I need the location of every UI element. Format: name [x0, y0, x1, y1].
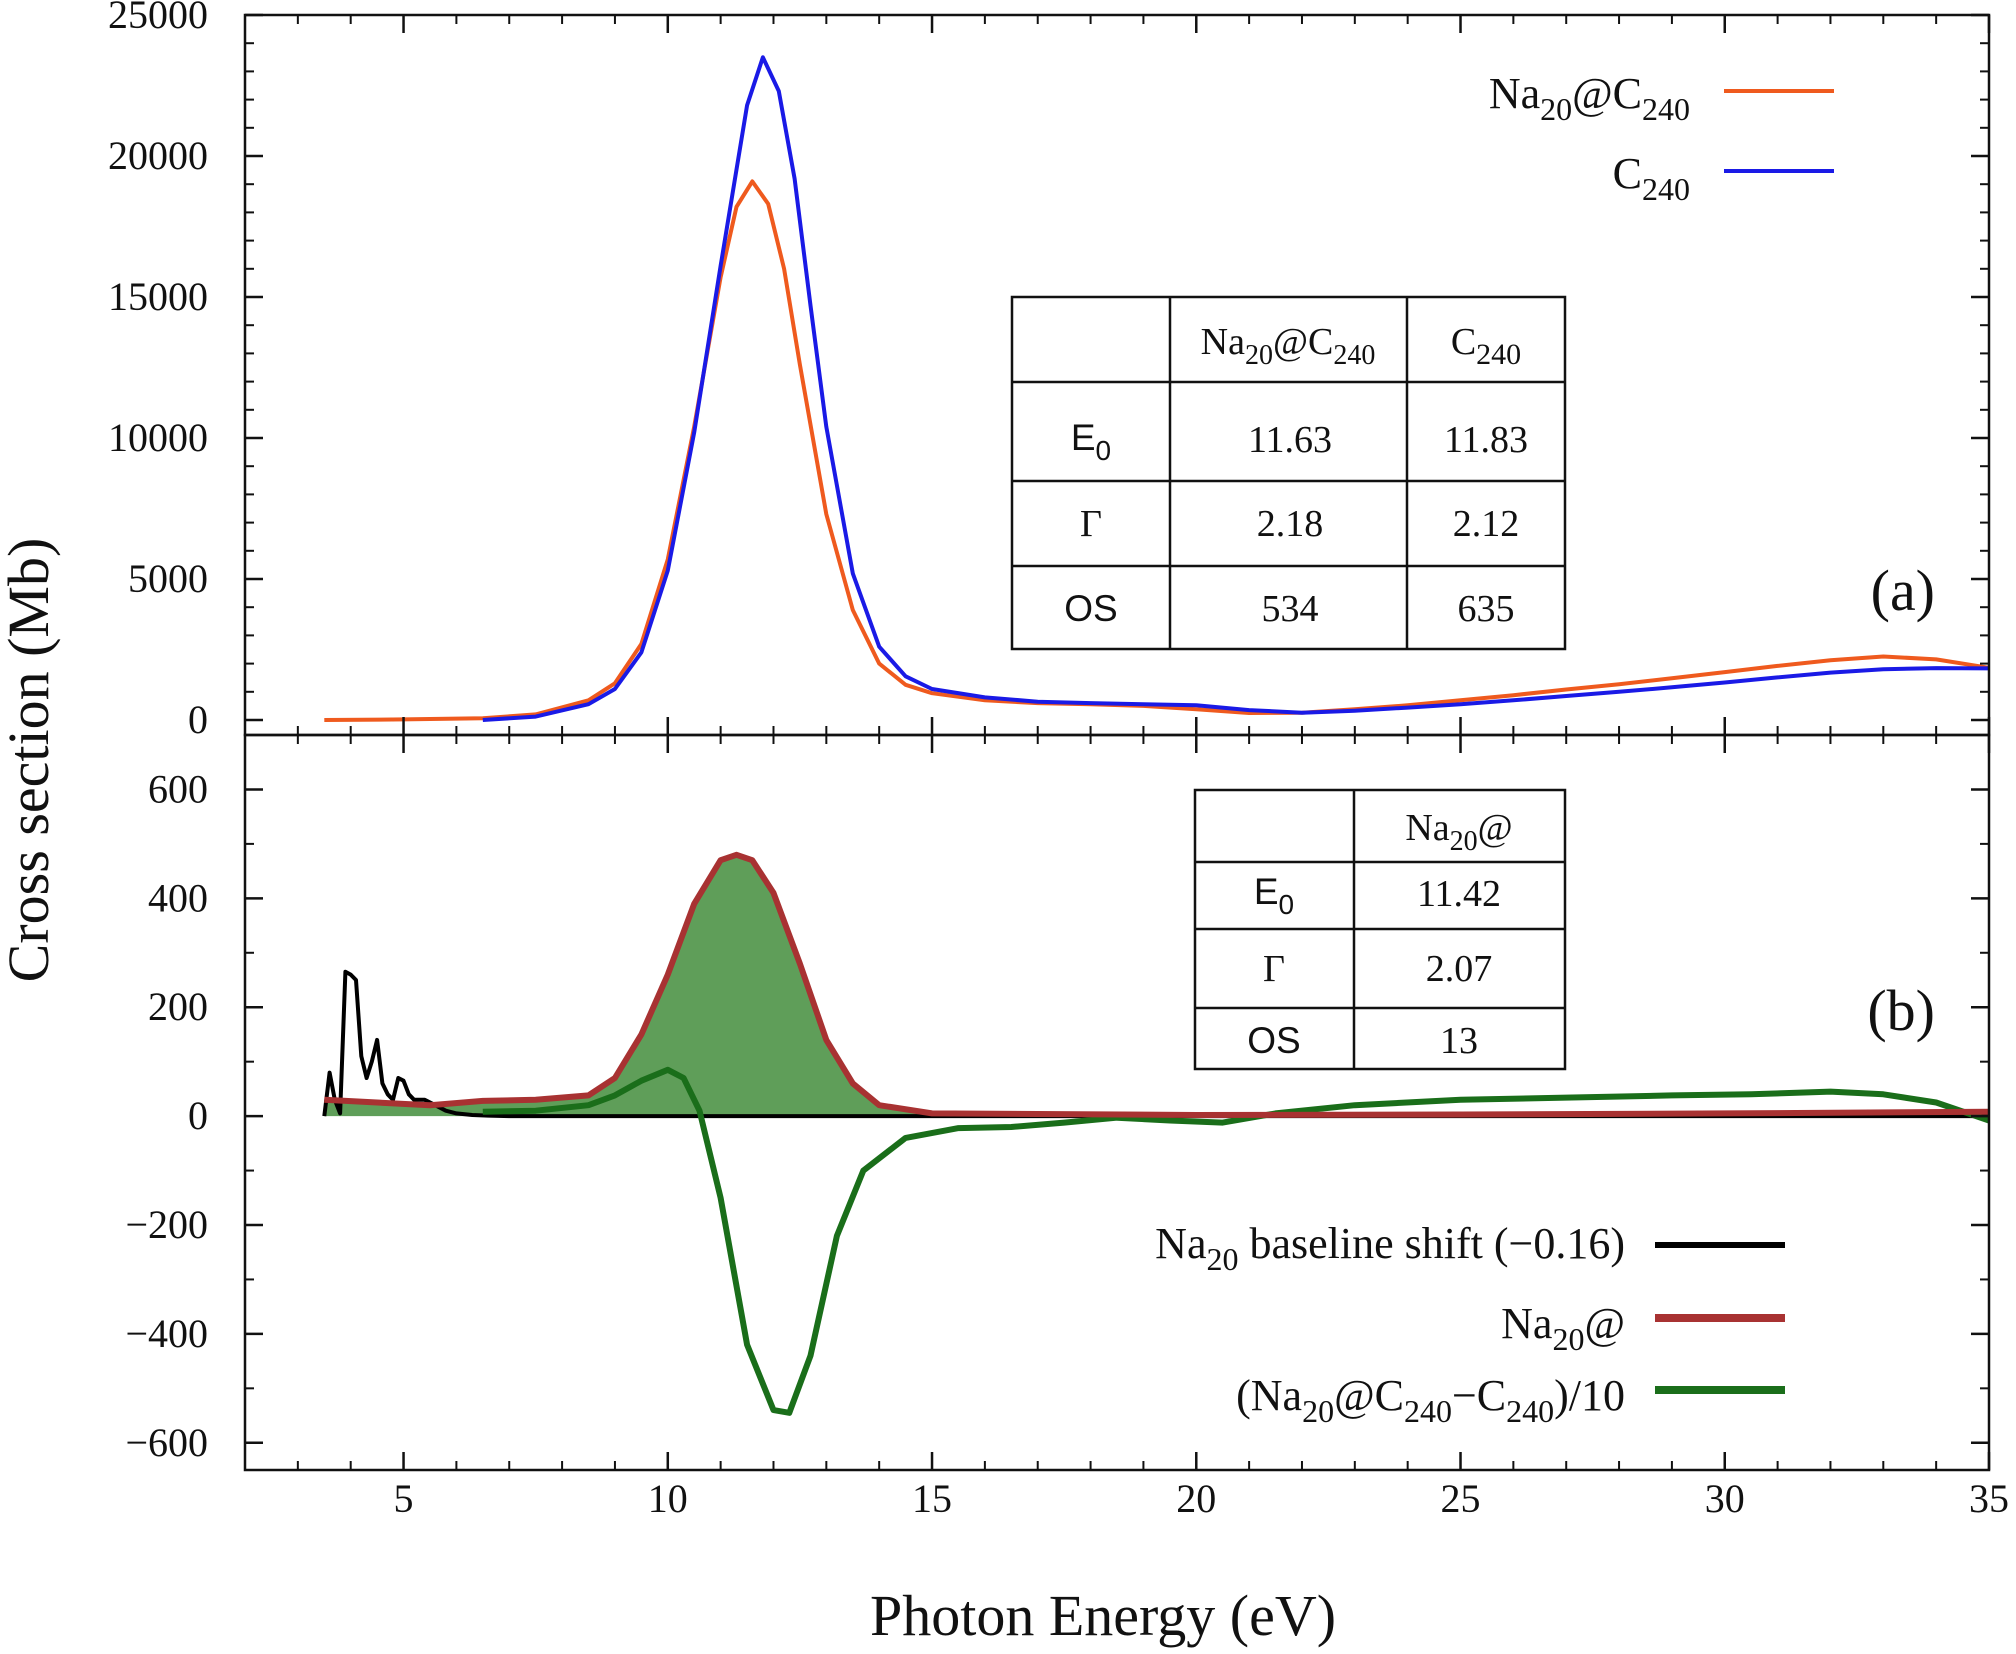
table-a-row-gamma-label: Γ — [1080, 503, 1102, 545]
legend-label-c240: C240 — [1613, 149, 1690, 207]
y-tick-label-b: −200 — [125, 1202, 208, 1247]
x-tick-label: 35 — [1969, 1476, 2009, 1521]
x-tick-label: 25 — [1441, 1476, 1481, 1521]
legend-label-na20c240: Na20@C240 — [1489, 69, 1690, 127]
legend-label-baseline-shift: Na20 baseline shift (−0.16) — [1155, 1219, 1625, 1277]
legend-entry-baseline-shift: Na20 baseline shift (−0.16) — [1155, 1219, 1785, 1277]
y-tick-label-a: 5000 — [128, 556, 208, 601]
y-tick-label-a: 15000 — [108, 274, 208, 319]
table-a-gamma-na20c240: 2.18 — [1257, 503, 1324, 545]
panel-b-frame — [243, 733, 1991, 1472]
x-tick-label: 20 — [1176, 1476, 1216, 1521]
y-tick-label-a: 20000 — [108, 133, 208, 178]
legend-entry-na20c240: Na20@C240 — [1489, 69, 1834, 127]
y-tick-label-b: 0 — [188, 1093, 208, 1138]
panel-b-legend: Na20 baseline shift (−0.16) Na20@ (Na20@… — [1155, 1219, 1785, 1429]
table-a-gamma-c240: 2.12 — [1453, 503, 1520, 545]
table-a-e0-na20c240: 11.63 — [1248, 419, 1332, 461]
table-b-os-na20: 13 — [1440, 1020, 1478, 1062]
y-axis-title: Cross section (Mb) — [0, 538, 61, 983]
y-tick-label-b: −400 — [125, 1311, 208, 1356]
y-tick-label-b: 600 — [148, 766, 208, 811]
legend-entry-difference: (Na20@C240−C240)/10 — [1236, 1371, 1785, 1429]
series-line-baseline-shift — [322, 969, 1989, 1119]
x-tick-label: 15 — [912, 1476, 952, 1521]
x-tick-label: 30 — [1705, 1476, 1745, 1521]
y-tick-label-a: 0 — [188, 697, 208, 742]
y-tick-label-a: 10000 — [108, 415, 208, 460]
table-b-e0-na20: 11.42 — [1417, 873, 1501, 915]
y-tick-label-b: 200 — [148, 984, 208, 1029]
table-b-gamma-na20: 2.07 — [1426, 948, 1493, 990]
series-line-difference — [482, 1066, 1990, 1416]
legend-label-na20: Na20@ — [1501, 1299, 1625, 1357]
series-line-na20c240 — [324, 179, 1990, 722]
series-line-c240 — [482, 55, 1990, 722]
table-a-header-c240: C240 — [1451, 321, 1521, 371]
panel-a-table: Na20@C240 C240 E0 11.63 11.83 Γ 2.18 2.1… — [1010, 295, 1567, 651]
na20-area-fill — [324, 854, 1989, 1117]
table-b-row-os-label: OS — [1247, 1020, 1300, 1061]
y-tick-label-a: 25000 — [108, 0, 208, 37]
table-a-e0-c240: 11.83 — [1444, 419, 1528, 461]
panel-a-legend: Na20@C240 C240 — [1489, 69, 1834, 207]
y-tick-label-b: −600 — [125, 1420, 208, 1465]
series-line-na20 — [324, 851, 1990, 1118]
panel-b-table: Na20@ E0 11.42 Γ 2.07 OS 13 — [1193, 788, 1567, 1071]
panel-b-plot: −600 −400 −200 0 200 400 600 5 10 15 20 25 30 35 (b) — [125, 15, 2009, 1521]
legend-entry-c240: C240 — [1613, 149, 1834, 207]
table-b-header-na20: Na20@ — [1405, 807, 1512, 857]
table-a-os-na20c240: 534 — [1262, 588, 1319, 630]
table-a-row-os-label: OS — [1064, 588, 1117, 629]
x-tick-label: 5 — [394, 1476, 414, 1521]
x-tick-label: 10 — [648, 1476, 688, 1521]
table-a-os-c240: 635 — [1458, 588, 1515, 630]
y-tick-label-b: 400 — [148, 875, 208, 920]
table-a-header-na20c240: Na20@C240 — [1201, 321, 1376, 371]
panel-a-plot: 0 5000 10000 15000 20000 25000 (a) — [108, 0, 1991, 742]
panel-b-label: (b) — [1867, 978, 1935, 1043]
legend-label-difference: (Na20@C240−C240)/10 — [1236, 1371, 1625, 1429]
table-b-row-gamma-label: Γ — [1263, 948, 1285, 990]
panel-a-label: (a) — [1871, 558, 1935, 623]
legend-entry-na20: Na20@ — [1501, 1299, 1785, 1357]
x-axis-title: Photon Energy (eV) — [870, 1583, 1336, 1648]
